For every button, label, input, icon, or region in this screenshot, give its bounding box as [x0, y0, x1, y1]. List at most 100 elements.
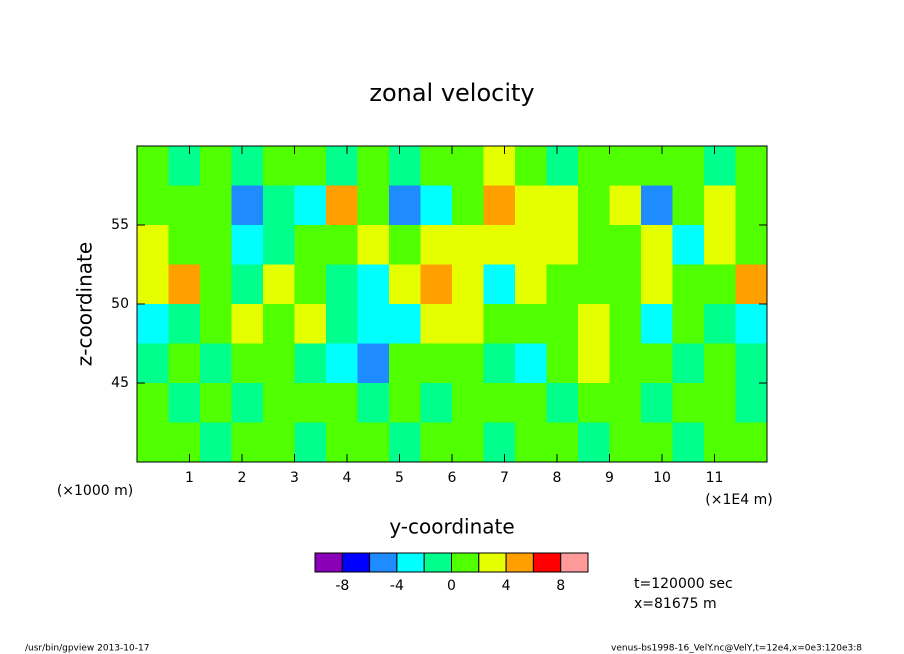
contour-cell: [483, 225, 516, 265]
contour-cell: [546, 146, 579, 186]
contour-cell: [231, 422, 264, 463]
contour-cell: [546, 422, 579, 463]
contour-cell: [672, 304, 705, 344]
contour-cell: [294, 146, 327, 186]
contour-cell: [641, 185, 673, 226]
contour-cell: [420, 146, 453, 186]
contour-cell: [546, 225, 579, 265]
x-tick-label: 9: [605, 470, 614, 486]
contour-cell: [137, 343, 169, 384]
contour-cell: [672, 185, 705, 226]
contour-cell: [294, 422, 327, 463]
contour-cell: [168, 304, 201, 344]
contour-cell: [483, 304, 516, 344]
x-unit: (×1000 m): [57, 483, 133, 499]
colorbar-box: [532, 552, 562, 573]
contour-cell: [263, 185, 295, 226]
contour-cell: [609, 264, 642, 305]
contour-cell: [200, 225, 232, 265]
contour-cell: [735, 383, 768, 423]
contour-cell: [357, 343, 390, 384]
contour-cell: [200, 146, 232, 186]
contour-cell: [263, 343, 295, 384]
contour-cell: [389, 343, 421, 384]
contour-cell: [578, 343, 610, 384]
contour-cell: [389, 225, 421, 265]
contour-cell: [483, 264, 516, 305]
contour-cell: [137, 146, 169, 186]
contour-cell: [515, 225, 547, 265]
contour-cell: [357, 225, 390, 265]
y-tick-label: 45: [111, 375, 129, 391]
contour-cell: [200, 264, 232, 305]
contour-cell: [326, 225, 358, 265]
contour-cell: [231, 264, 264, 305]
contour-cell: [326, 185, 358, 226]
contour-cell: [735, 264, 768, 305]
contour-cell: [641, 422, 673, 463]
contour-cell: [231, 304, 264, 344]
contour-cell: [735, 304, 768, 344]
time-note: t=120000 sec: [634, 576, 733, 592]
colorbar-box: [451, 552, 480, 573]
contour-cell: [231, 343, 264, 384]
contour-cell: [231, 383, 264, 423]
contour-cell: [578, 185, 610, 226]
contour-cell: [168, 225, 201, 265]
contour-cell: [735, 146, 768, 186]
contour-cell: [200, 383, 232, 423]
colorbar-box: [369, 552, 398, 573]
contour-cell: [483, 383, 516, 423]
contour-cell: [231, 225, 264, 265]
contour-cell: [515, 146, 547, 186]
contour-cell: [263, 146, 295, 186]
contour-cell: [420, 264, 453, 305]
x-tick-label: 1: [185, 470, 194, 486]
contour-cell: [641, 383, 673, 423]
contour-cell: [326, 146, 358, 186]
contour-cell: [357, 146, 390, 186]
chart-title: zonal velocity: [369, 79, 534, 107]
contour-cell: [515, 422, 547, 463]
contour-cell: [483, 422, 516, 463]
contour-cell: [294, 343, 327, 384]
contour-cell: [420, 383, 453, 423]
contour-cell: [704, 383, 736, 423]
contour-cell: [326, 304, 358, 344]
contour-cell: [357, 264, 390, 305]
contour-cell: [294, 264, 327, 305]
contour-cell: [263, 422, 295, 463]
contour-cell: [704, 146, 736, 186]
contour-cell: [168, 343, 201, 384]
colorbar-box: [560, 552, 589, 573]
contour-cell: [389, 422, 421, 463]
contour-cell: [483, 343, 516, 384]
contour-cell: [546, 343, 579, 384]
contour-cell: [357, 383, 390, 423]
contour-cell: [672, 146, 705, 186]
contour-cell: [515, 304, 547, 344]
contour-cell: [641, 264, 673, 305]
contour-cell: [326, 422, 358, 463]
x-tick-label: 5: [395, 470, 404, 486]
contour-cell: [137, 422, 169, 463]
contour-cell: [483, 185, 516, 226]
contour-cell: [294, 383, 327, 423]
contour-cell: [263, 304, 295, 344]
contour-cell: [326, 343, 358, 384]
contour-cell: [200, 422, 232, 463]
contour-cell: [326, 264, 358, 305]
contour-cell: [704, 304, 736, 344]
contour-cell: [483, 146, 516, 186]
contour-cell: [704, 225, 736, 265]
contour-cell: [200, 343, 232, 384]
contour-cell: [263, 264, 295, 305]
x-tick-label: 4: [343, 470, 352, 486]
colorbar-box: [505, 552, 534, 573]
contour-cell: [420, 225, 453, 265]
y-tick-label: 55: [111, 217, 129, 233]
contour-cell: [389, 304, 421, 344]
y-axis-label: z-coordinate: [73, 242, 97, 366]
position-note: x=81675 m: [634, 596, 717, 612]
contour-cell: [546, 185, 579, 226]
